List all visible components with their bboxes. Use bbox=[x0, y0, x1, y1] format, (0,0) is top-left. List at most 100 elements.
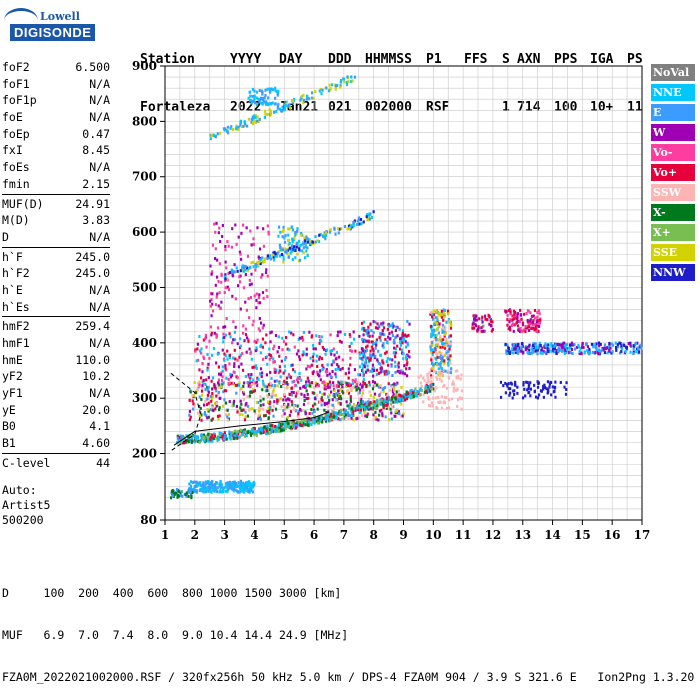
trace-point bbox=[269, 254, 272, 258]
echo-point bbox=[434, 369, 437, 373]
trace-point bbox=[334, 416, 337, 420]
echo-point bbox=[266, 295, 269, 299]
echo-point bbox=[226, 415, 229, 419]
echo-point bbox=[363, 365, 366, 369]
x-tick-label: 10 bbox=[425, 528, 442, 542]
echo-point bbox=[240, 481, 243, 485]
echo-point bbox=[239, 274, 242, 278]
echo-point bbox=[209, 489, 212, 493]
echo-point bbox=[198, 404, 201, 408]
header-value-9: 100 bbox=[554, 100, 578, 115]
echo-point bbox=[227, 412, 230, 416]
echo-point bbox=[232, 403, 235, 407]
echo-point bbox=[509, 310, 512, 314]
trace-point bbox=[313, 418, 317, 422]
echo-point bbox=[275, 368, 278, 372]
echo-point bbox=[362, 320, 366, 324]
echo-point bbox=[447, 349, 450, 353]
echo-point bbox=[314, 381, 318, 385]
echo-point bbox=[220, 483, 223, 487]
echo-point bbox=[442, 308, 445, 312]
echo-point bbox=[362, 388, 365, 392]
echo-point bbox=[207, 415, 211, 419]
echo-point bbox=[346, 404, 349, 408]
echo-point bbox=[526, 318, 529, 322]
trace-point bbox=[336, 227, 340, 231]
echo-point bbox=[546, 346, 549, 350]
trace-point bbox=[314, 89, 317, 93]
echo-point bbox=[311, 411, 314, 415]
trace-point bbox=[314, 235, 317, 239]
trace-point bbox=[317, 417, 321, 421]
trace-point bbox=[417, 390, 421, 394]
echo-point bbox=[264, 93, 267, 97]
echo-point bbox=[405, 363, 408, 367]
echo-point bbox=[526, 350, 529, 354]
echo-point bbox=[240, 402, 243, 406]
echo-point bbox=[443, 346, 447, 350]
echo-point bbox=[559, 380, 562, 384]
echo-point bbox=[391, 326, 395, 330]
echo-point bbox=[603, 346, 606, 350]
echo-point bbox=[189, 484, 193, 488]
echo-point bbox=[215, 295, 218, 299]
param-name: foF1 bbox=[2, 76, 30, 91]
echo-point bbox=[222, 381, 225, 385]
echo-point bbox=[220, 490, 223, 494]
trace-point bbox=[288, 103, 291, 107]
trace-point bbox=[335, 413, 338, 417]
trace-point bbox=[409, 390, 413, 394]
trace-point bbox=[292, 419, 295, 423]
echo-point bbox=[352, 380, 355, 384]
echo-point bbox=[431, 361, 434, 365]
echo-point bbox=[446, 356, 449, 360]
trace-point bbox=[223, 435, 226, 439]
echo-point bbox=[318, 357, 321, 361]
echo-point bbox=[249, 482, 252, 486]
echo-point bbox=[449, 340, 452, 344]
trace-point bbox=[204, 439, 207, 443]
trace-point bbox=[407, 391, 410, 395]
echo-point bbox=[217, 385, 220, 389]
echo-point bbox=[217, 304, 220, 308]
echo-point bbox=[211, 395, 214, 399]
echo-point bbox=[200, 389, 204, 393]
echo-point bbox=[341, 416, 344, 420]
echo-point bbox=[321, 345, 324, 349]
lowell-digisonde-logo: Lowell DIGISONDE bbox=[4, 8, 96, 42]
echo-point bbox=[499, 395, 503, 399]
echo-point bbox=[316, 370, 319, 374]
trace-point bbox=[322, 235, 325, 239]
echo-point bbox=[343, 380, 346, 384]
echo-point bbox=[337, 401, 340, 405]
echo-point bbox=[242, 481, 245, 485]
echo-point bbox=[513, 347, 516, 351]
echo-point bbox=[393, 388, 396, 392]
trace-point bbox=[207, 436, 210, 440]
echo-point bbox=[427, 395, 430, 399]
trace-point bbox=[265, 432, 268, 436]
echo-point bbox=[400, 333, 404, 337]
param-value: 2.15 bbox=[82, 176, 110, 191]
echo-point bbox=[607, 345, 610, 349]
echo-point bbox=[214, 230, 217, 234]
echo-point bbox=[364, 358, 367, 362]
trace-point bbox=[190, 440, 193, 444]
echo-point bbox=[221, 223, 224, 227]
echo-point bbox=[229, 372, 232, 376]
echo-point bbox=[232, 338, 235, 342]
param-name: hmE bbox=[2, 352, 23, 367]
echo-point bbox=[439, 335, 442, 339]
trace-point bbox=[337, 231, 340, 235]
echo-point bbox=[302, 251, 305, 255]
header-label-8: AXN bbox=[517, 52, 541, 67]
echo-point bbox=[283, 404, 286, 408]
echo-point bbox=[254, 101, 257, 105]
echo-point bbox=[390, 417, 393, 421]
echo-point bbox=[380, 366, 383, 370]
trace-point bbox=[276, 251, 279, 255]
echo-point bbox=[219, 385, 223, 389]
echo-point bbox=[339, 330, 342, 334]
echo-point bbox=[361, 362, 364, 366]
echo-point bbox=[187, 494, 190, 498]
